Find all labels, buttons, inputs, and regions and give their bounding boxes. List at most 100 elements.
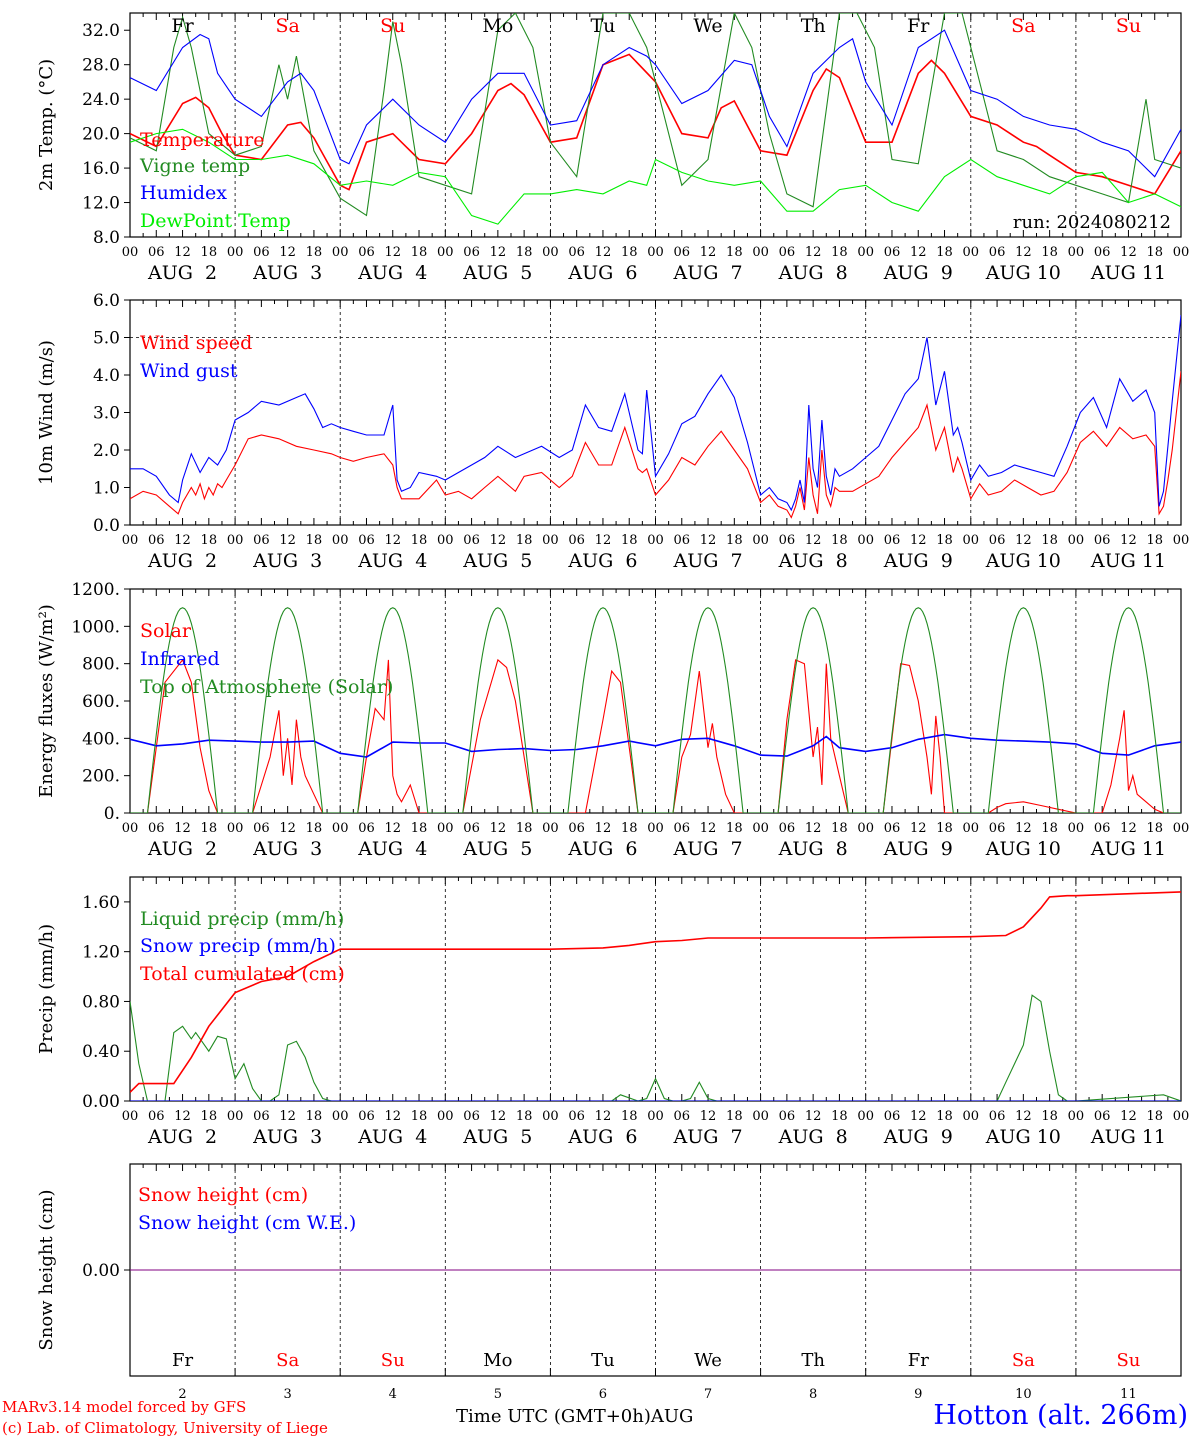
hour-tick-label: 06 — [884, 533, 901, 548]
hour-tick-label: 12 — [1015, 821, 1032, 836]
date-label: AUG 5 — [462, 1126, 532, 1148]
hour-tick-label: 12 — [279, 821, 296, 836]
hour-tick-label: 00 — [647, 533, 664, 548]
hour-tick-label: 12 — [384, 533, 401, 548]
date-label: AUG 4 — [357, 262, 427, 284]
hour-tick-label: 18 — [306, 533, 323, 548]
hour-tick-label: 00 — [1068, 1109, 1085, 1124]
legend-entry: Total cumulated (cm) — [140, 963, 345, 985]
day-of-week-label: We — [693, 15, 722, 37]
hour-tick-label: 06 — [253, 245, 270, 260]
hour-tick-label: 12 — [700, 533, 717, 548]
time-axis-text: Time UTC (GMT+0h) — [456, 1406, 651, 1427]
hour-tick-label: 00 — [122, 245, 139, 260]
hour-tick-label: 00 — [542, 821, 559, 836]
date-label: AUG 10 — [985, 1126, 1061, 1148]
legend-entry: Wind gust — [140, 360, 238, 382]
date-label: AUG 4 — [357, 550, 427, 572]
hour-tick-label: 12 — [595, 821, 612, 836]
y-tick-label: 800. — [82, 655, 120, 675]
hour-tick-label: 12 — [1015, 533, 1032, 548]
hour-tick-label: 00 — [542, 245, 559, 260]
y-tick-label: 0.40 — [82, 1042, 120, 1062]
y-tick-label: 0.00 — [82, 1261, 120, 1281]
hour-tick-label: 12 — [910, 1109, 927, 1124]
hour-tick-label: 12 — [174, 533, 191, 548]
hour-tick-label: 12 — [279, 1109, 296, 1124]
hour-tick-label: 00 — [752, 821, 769, 836]
hour-tick-label: 00 — [1068, 533, 1085, 548]
hour-tick-label: 00 — [963, 245, 980, 260]
date-label: AUG 7 — [673, 838, 743, 860]
hour-tick-label: 00 — [227, 1109, 244, 1124]
hour-tick-label: 12 — [384, 245, 401, 260]
hour-tick-label: 06 — [1094, 1109, 1111, 1124]
y-tick-label: 2.0 — [93, 441, 120, 461]
hour-tick-label: 00 — [1173, 533, 1190, 548]
hour-tick-label: 12 — [174, 821, 191, 836]
hour-tick-label: 12 — [279, 245, 296, 260]
hour-tick-label: 18 — [621, 245, 638, 260]
date-label: AUG 7 — [673, 1126, 743, 1148]
hour-tick-label: 18 — [306, 245, 323, 260]
hour-tick-label: 00 — [857, 245, 874, 260]
day-of-week-label: Th — [801, 15, 826, 37]
hour-tick-label: 06 — [358, 1109, 375, 1124]
hour-tick-label: 12 — [1120, 245, 1137, 260]
y-axis-label: 2m Temp. (°C) — [36, 59, 57, 191]
y-tick-label: 0.00 — [82, 1092, 120, 1112]
hour-tick-label: 06 — [358, 821, 375, 836]
date-label: AUG 8 — [778, 262, 848, 284]
hour-tick-label: 18 — [1146, 1109, 1163, 1124]
hour-tick-label: 12 — [174, 245, 191, 260]
series-line-temperature — [130, 53, 1181, 195]
hour-tick-label: 12 — [910, 245, 927, 260]
hour-tick-label: 00 — [1173, 245, 1190, 260]
hour-tick-label: 00 — [437, 245, 454, 260]
y-tick-label: 1000. — [71, 617, 120, 637]
legend-entry: Top of Atmosphere (Solar) — [140, 676, 393, 698]
day-of-week-label: We — [694, 1350, 722, 1371]
hour-tick-label: 12 — [279, 533, 296, 548]
hour-tick-label: 12 — [1120, 533, 1137, 548]
y-tick-label: 0. — [104, 804, 120, 824]
hour-tick-label: 00 — [542, 533, 559, 548]
day-of-week-label: Mo — [483, 1350, 512, 1371]
hour-tick-label: 18 — [936, 1109, 953, 1124]
hour-tick-label: 18 — [1146, 821, 1163, 836]
hour-tick-label: 00 — [1173, 821, 1190, 836]
day-number-label: 6 — [599, 1387, 607, 1402]
hour-tick-label: 06 — [253, 1109, 270, 1124]
footer-copyright-line: (c) Lab. of Climatology, University of L… — [2, 1419, 328, 1437]
y-tick-label: 28.0 — [82, 56, 120, 76]
day-of-week-label: Su — [1116, 1350, 1140, 1371]
panel-1: 8.0 12.0 16.0 20.0 24.0 28.0 32.0 2m Temp. (°C)… — [36, 12, 1190, 284]
day-of-week-label: Fr — [907, 15, 930, 37]
hour-tick-label: 12 — [805, 245, 822, 260]
hour-tick-label: 18 — [936, 245, 953, 260]
hour-tick-label: 06 — [989, 533, 1006, 548]
hour-tick-label: 12 — [1120, 1109, 1137, 1124]
hour-tick-label: 12 — [805, 533, 822, 548]
hour-tick-label: 18 — [411, 533, 428, 548]
hour-tick-label: 18 — [831, 533, 848, 548]
date-label: AUG 5 — [462, 550, 532, 572]
day-of-week-label: Sa — [275, 15, 299, 37]
date-label: AUG 2 — [147, 262, 217, 284]
hour-tick-label: 18 — [201, 821, 218, 836]
date-label: AUG 4 — [357, 838, 427, 860]
date-label: AUG 8 — [778, 838, 848, 860]
hour-tick-label: 18 — [1041, 821, 1058, 836]
hour-tick-label: 06 — [568, 533, 585, 548]
hour-tick-label: 18 — [831, 821, 848, 836]
hour-tick-label: 00 — [227, 821, 244, 836]
hour-tick-label: 06 — [674, 1109, 691, 1124]
hour-tick-label: 00 — [227, 533, 244, 548]
date-label: AUG 8 — [778, 1126, 848, 1148]
hour-tick-label: 18 — [621, 533, 638, 548]
hour-tick-label: 18 — [201, 1109, 218, 1124]
hour-tick-label: 12 — [490, 821, 507, 836]
hour-tick-label: 06 — [779, 533, 796, 548]
hour-tick-label: 12 — [910, 821, 927, 836]
